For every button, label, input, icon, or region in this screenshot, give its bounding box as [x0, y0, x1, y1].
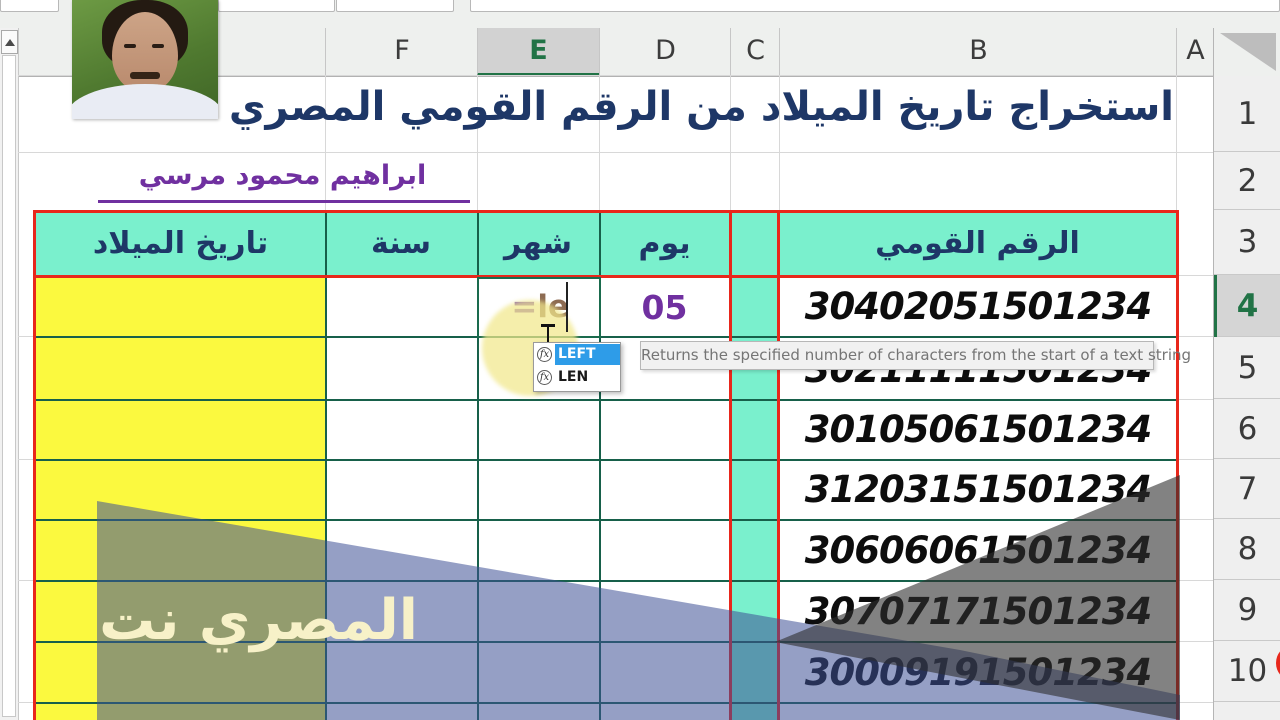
column-header-C[interactable]: C	[730, 28, 780, 76]
gridline	[36, 519, 1176, 521]
gridline	[1177, 275, 1213, 276]
row-header-6[interactable]: 6	[1214, 399, 1280, 459]
gridline	[730, 76, 731, 210]
scroll-up-button[interactable]	[1, 30, 18, 54]
gridline	[1177, 336, 1213, 337]
gridline	[36, 336, 1176, 338]
row-header-9[interactable]: 9	[1214, 580, 1280, 641]
header-national-id: الرقم القومي	[875, 226, 1080, 261]
scrollbar-track[interactable]	[2, 55, 16, 717]
gridline	[477, 76, 478, 210]
photo-shirt	[72, 84, 218, 119]
gridline	[1177, 459, 1213, 460]
formula-bar-input[interactable]	[470, 0, 1280, 12]
text-caret	[566, 282, 568, 332]
column-header-F[interactable]: F	[325, 28, 478, 76]
author-name: ابراهيم محمود مرسي	[138, 160, 427, 191]
gridline	[18, 152, 1213, 153]
gridline	[18, 580, 33, 581]
select-all-triangle-icon	[1220, 33, 1276, 71]
author-underline	[98, 200, 470, 203]
gridline	[18, 459, 33, 460]
function-icon: fx	[537, 370, 552, 385]
gridline	[599, 211, 601, 720]
gridline	[599, 76, 600, 210]
table-border-right	[1176, 210, 1179, 720]
gridline	[36, 580, 1176, 582]
row-header-2[interactable]: 2	[1214, 152, 1280, 210]
function-icon: fx	[537, 347, 552, 362]
vertical-scrollbar[interactable]	[0, 28, 19, 720]
gridline	[18, 75, 1213, 76]
header-birth-date: تاريخ الميلاد	[92, 226, 269, 261]
gridline	[1177, 580, 1213, 581]
gridline	[18, 702, 33, 703]
row-header-3[interactable]: 3	[1214, 210, 1280, 275]
row-header-8[interactable]: 8	[1214, 519, 1280, 580]
c-column-border-left	[729, 210, 732, 720]
table-border-top	[33, 210, 1179, 213]
formula-autocomplete-dropdown: fx LEFT fx LEN	[533, 342, 621, 392]
photo-eye	[124, 44, 136, 48]
function-tooltip: Returns the specified number of characte…	[640, 341, 1191, 370]
row-header-10[interactable]: 10	[1214, 641, 1280, 702]
photo-mustache	[130, 72, 160, 79]
gridline	[36, 399, 1176, 401]
select-all-corner[interactable]	[1213, 28, 1280, 76]
photo-face	[112, 12, 178, 92]
column-header-B[interactable]: B	[779, 28, 1177, 76]
header-year: سنة	[371, 226, 431, 261]
gridline	[325, 76, 326, 210]
column-header-row: F E D C B A	[18, 28, 1280, 77]
national-id-row[interactable]: 30105061501234	[804, 408, 1152, 451]
photo-eye	[152, 44, 164, 48]
name-box[interactable]	[0, 0, 59, 12]
gridline	[36, 459, 1176, 461]
gridline	[18, 336, 33, 337]
column-header-D[interactable]: D	[599, 28, 731, 76]
row-header-column: 1 2 3 4 5 6 7 8 9 10	[1213, 76, 1280, 720]
gridline	[1177, 399, 1213, 400]
gridline	[1177, 641, 1213, 642]
table-border-left	[33, 210, 36, 720]
autocomplete-label: LEN	[558, 369, 589, 385]
presenter-photo	[72, 0, 218, 119]
row-header-1[interactable]: 1	[1214, 76, 1280, 152]
autocomplete-item-left[interactable]: fx LEFT	[534, 343, 620, 366]
autocomplete-item-len[interactable]: fx LEN	[534, 366, 620, 389]
row-header-4-selected[interactable]: 4	[1214, 275, 1280, 337]
table-header-border-bottom	[33, 275, 1179, 278]
gridline	[325, 211, 327, 720]
table-header-fill	[36, 213, 1176, 275]
gridline	[779, 76, 780, 210]
column-header-E-selected[interactable]: E	[477, 28, 599, 76]
cell-D4-day-value[interactable]: 05	[641, 288, 688, 327]
formula-buttons-box[interactable]	[218, 0, 335, 12]
red-edge-circle	[1276, 646, 1280, 680]
header-day: يوم	[638, 226, 691, 261]
gridline	[1177, 519, 1213, 520]
sheet-title: استخراج تاريخ الميلاد من الرقم القومي ال…	[228, 84, 1174, 130]
row-header-5[interactable]: 5	[1214, 337, 1280, 399]
row-header-7[interactable]: 7	[1214, 459, 1280, 519]
id-column-border-left	[777, 210, 780, 720]
channel-watermark: المصري نت	[99, 588, 418, 653]
column-header-A[interactable]: A	[1176, 28, 1214, 76]
national-id-row[interactable]: 31203151501234	[804, 468, 1152, 511]
gridline	[1177, 702, 1213, 703]
autocomplete-label: LEFT	[555, 344, 620, 365]
formula-confirm-box[interactable]	[336, 0, 454, 12]
ibeam-cursor	[547, 326, 549, 354]
national-id-row[interactable]: 30402051501234	[804, 285, 1152, 328]
ibeam-cursor-top	[541, 324, 555, 327]
gridline	[477, 211, 479, 720]
row-4-selection-bar	[1214, 275, 1217, 337]
up-arrow-icon	[5, 39, 15, 46]
header-month: شهر	[504, 226, 572, 261]
